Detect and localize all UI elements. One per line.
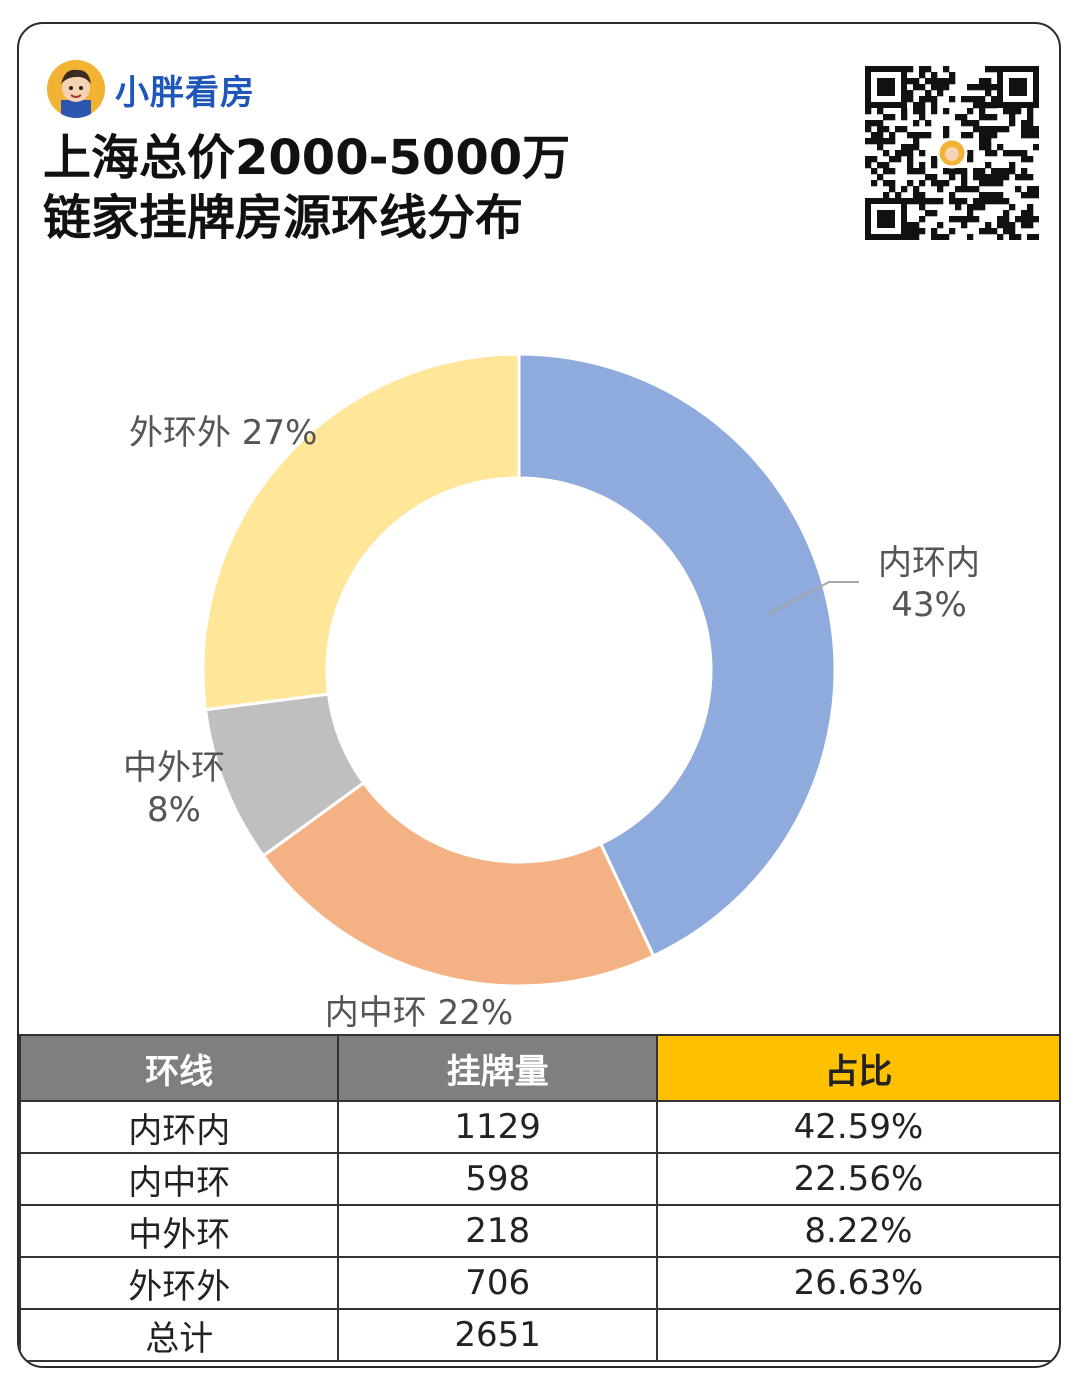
cell-count: 218: [337, 1204, 658, 1258]
cell-share: 26.63%: [655, 1256, 1059, 1310]
cell-count: 598: [337, 1152, 658, 1206]
cell-share: 42.59%: [655, 1100, 1059, 1154]
cell-share: 8.22%: [655, 1204, 1059, 1258]
header-ring: 环线: [19, 1034, 340, 1102]
table-row: 外环外 706 26.63%: [19, 1256, 1059, 1310]
cell-ring: 外环外: [19, 1256, 340, 1310]
page-title: 上海总价2000-5000万 链家挂牌房源环线分布: [43, 128, 570, 248]
brand-name: 小胖看房: [115, 72, 255, 113]
leader-line: [768, 581, 859, 616]
header-count: 挂牌量: [337, 1034, 658, 1102]
slice-outer-ring: [201, 352, 521, 712]
table-header-row: 环线 挂牌量 占比: [19, 1034, 1059, 1102]
cell-ring: 中外环: [19, 1204, 340, 1258]
cell-total-share: [655, 1308, 1059, 1362]
brand: 小胖看房: [47, 58, 255, 120]
label-outer-ring: 外环外 27%: [129, 413, 317, 453]
table-row: 中外环 218 8.22%: [19, 1204, 1059, 1258]
slice-inner-middle-ring: [261, 780, 656, 988]
cell-count: 1129: [337, 1100, 658, 1154]
title-line-2: 链家挂牌房源环线分布: [43, 190, 524, 246]
label-inner-middle-ring: 内中环 22%: [325, 993, 513, 1033]
cell-share: 22.56%: [655, 1152, 1059, 1206]
cell-total-count: 2651: [337, 1308, 658, 1362]
cell-count: 706: [337, 1256, 658, 1310]
label-inner-ring: 内环内 43%: [878, 543, 980, 625]
cell-ring: 内环内: [19, 1100, 340, 1154]
table-row: 内环内 1129 42.59%: [19, 1100, 1059, 1154]
table-row-total: 总计 2651: [19, 1308, 1059, 1362]
table-row: 内中环 598 22.56%: [19, 1152, 1059, 1206]
qr-code-icon: [865, 66, 1039, 240]
title-line-1: 上海总价2000-5000万: [43, 130, 571, 186]
donut-chart: 内环内 43% 内中环 22% 中外环 8% 外环外 27%: [123, 352, 980, 1033]
avatar-icon: [47, 60, 105, 118]
slice-inner-ring: [517, 352, 837, 958]
header-share: 占比: [655, 1034, 1059, 1102]
data-table: 环线 挂牌量 占比 内环内 1129 42.59% 内中环 598 22.56%…: [19, 1034, 1059, 1362]
infographic-card: 小胖看房 上海总价2000-5000万 链家挂牌房源环线分布 内环内 43% 内中环…: [17, 22, 1061, 1368]
cell-total-label: 总计: [19, 1308, 340, 1362]
cell-ring: 内中环: [19, 1152, 340, 1206]
label-middle-outer-ring: 中外环 8%: [123, 748, 225, 830]
